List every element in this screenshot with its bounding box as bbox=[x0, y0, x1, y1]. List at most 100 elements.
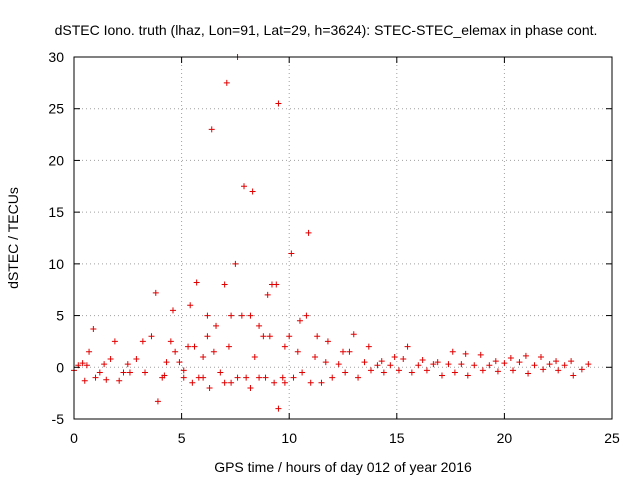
arc-7 bbox=[154, 359, 170, 405]
data-point bbox=[148, 333, 155, 340]
data-point bbox=[299, 369, 306, 376]
arc-23 bbox=[271, 100, 282, 386]
y-tick-label: 25 bbox=[48, 101, 64, 117]
data-point bbox=[355, 374, 362, 381]
data-point bbox=[90, 326, 97, 333]
axis-ticks bbox=[73, 56, 613, 420]
data-point bbox=[221, 281, 228, 288]
arc-12 bbox=[195, 333, 211, 381]
y-tick-label: 0 bbox=[56, 359, 64, 375]
data-point bbox=[213, 322, 220, 329]
data-point bbox=[314, 333, 321, 340]
data-point bbox=[172, 348, 179, 355]
arc-38 bbox=[438, 348, 456, 379]
data-point bbox=[561, 362, 568, 369]
data-point bbox=[290, 374, 297, 381]
arc-35 bbox=[395, 343, 411, 374]
data-point bbox=[176, 359, 183, 366]
arc-2 bbox=[92, 361, 108, 381]
data-point bbox=[249, 188, 256, 195]
data-point bbox=[221, 379, 228, 386]
data-point bbox=[546, 361, 553, 368]
x-axis-label: GPS time / hours of day 012 of year 2016 bbox=[214, 459, 472, 475]
data-point bbox=[107, 356, 114, 363]
data-point bbox=[462, 350, 469, 357]
x-tick-label: 10 bbox=[281, 430, 297, 446]
data-point bbox=[419, 357, 426, 364]
data-point bbox=[537, 353, 544, 360]
data-point bbox=[365, 343, 372, 350]
arc-8 bbox=[161, 307, 176, 379]
data-point bbox=[486, 362, 493, 369]
data-point bbox=[350, 331, 357, 338]
data-point bbox=[288, 250, 295, 257]
arc-10 bbox=[180, 302, 194, 381]
arc-9 bbox=[172, 348, 187, 374]
data-point bbox=[516, 359, 523, 366]
arc-3 bbox=[103, 338, 118, 383]
data-point bbox=[232, 260, 239, 267]
arc-41 bbox=[479, 358, 499, 374]
y-tick-label: 5 bbox=[56, 308, 64, 324]
data-point bbox=[318, 379, 325, 386]
data-point bbox=[335, 361, 342, 368]
data-point bbox=[395, 367, 402, 374]
data-point bbox=[96, 369, 103, 376]
data-point bbox=[116, 377, 123, 384]
data-point bbox=[391, 353, 398, 360]
y-tick-label: -5 bbox=[52, 411, 65, 427]
data-point bbox=[553, 358, 560, 365]
arc-45 bbox=[540, 358, 560, 373]
arc-31 bbox=[342, 331, 357, 376]
data-point bbox=[585, 361, 592, 368]
data-point bbox=[501, 360, 508, 367]
data-point bbox=[522, 352, 529, 359]
data-point bbox=[228, 379, 235, 386]
data-point bbox=[458, 361, 465, 368]
data-point bbox=[243, 374, 250, 381]
arc-42 bbox=[494, 354, 514, 375]
data-point bbox=[161, 372, 168, 379]
data-point bbox=[187, 302, 194, 309]
data-point bbox=[247, 384, 254, 391]
data-point bbox=[206, 384, 213, 391]
arc-46 bbox=[555, 358, 575, 374]
data-point bbox=[163, 359, 170, 366]
data-point bbox=[260, 333, 267, 340]
data-point bbox=[346, 348, 353, 355]
data-point bbox=[296, 317, 303, 324]
data-point bbox=[167, 338, 174, 345]
x-tick-label: 25 bbox=[604, 430, 620, 446]
arc-19 bbox=[243, 188, 256, 381]
data-point bbox=[445, 361, 452, 368]
arc-40 bbox=[464, 351, 484, 379]
data-point bbox=[189, 379, 196, 386]
data-point bbox=[92, 374, 99, 381]
data-point bbox=[185, 343, 192, 350]
data-point bbox=[120, 369, 127, 376]
data-point bbox=[86, 348, 93, 355]
data-point bbox=[570, 372, 577, 379]
data-point bbox=[324, 338, 331, 345]
data-point bbox=[312, 353, 319, 360]
arc-15 bbox=[217, 79, 230, 376]
data-point bbox=[464, 372, 471, 379]
arc-34 bbox=[380, 353, 398, 376]
data-point bbox=[234, 374, 241, 381]
x-tick-label: 20 bbox=[497, 430, 513, 446]
data-point bbox=[281, 379, 288, 386]
data-point bbox=[531, 362, 538, 369]
arc-37 bbox=[423, 359, 441, 374]
data-point bbox=[578, 366, 585, 373]
data-point bbox=[193, 279, 200, 286]
data-point bbox=[169, 307, 176, 314]
data-point bbox=[225, 343, 232, 350]
arc-1 bbox=[81, 326, 97, 384]
data-point bbox=[303, 312, 310, 319]
data-point bbox=[210, 348, 217, 355]
data-point bbox=[340, 348, 346, 355]
data-point bbox=[307, 379, 314, 386]
data-point bbox=[294, 348, 301, 355]
data-point bbox=[492, 358, 499, 365]
